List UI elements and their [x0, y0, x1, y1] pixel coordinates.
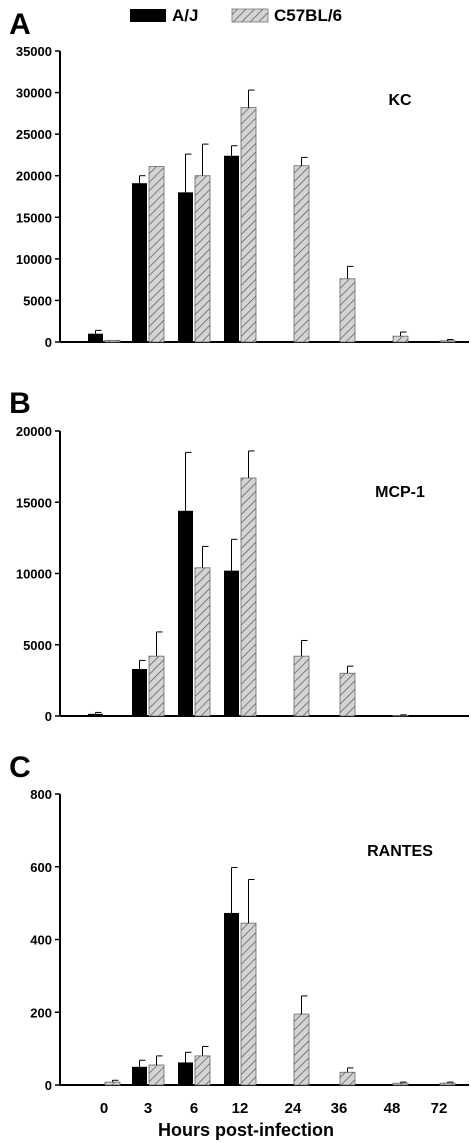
panel-letter: B	[9, 387, 31, 420]
panel-letter: C	[9, 751, 31, 784]
bar-aj	[178, 510, 193, 716]
x-tick-label: 6	[190, 1100, 198, 1117]
x-tick-label: 48	[384, 1100, 401, 1117]
y-tick-label: 200	[30, 1005, 52, 1020]
bar-c57bl6	[293, 165, 310, 343]
bar-c57bl6	[194, 1055, 211, 1086]
bar-c57bl6	[148, 1064, 165, 1086]
bar-c57bl6	[293, 1013, 310, 1086]
y-tick-label: 0	[45, 1078, 52, 1093]
y-tick-label: 15000	[16, 495, 52, 510]
bar-aj	[178, 1062, 193, 1085]
bar-aj	[224, 155, 239, 342]
bar-c57bl6	[439, 340, 456, 343]
y-tick-label: 600	[30, 860, 52, 875]
bar-aj	[224, 570, 239, 716]
y-tick-label: 15000	[16, 210, 52, 225]
x-tick-label: 12	[232, 1100, 249, 1117]
y-tick-label: 5000	[23, 293, 52, 308]
legend-label-aj: A/J	[172, 6, 198, 25]
y-tick-label: 30000	[16, 86, 52, 101]
bar-aj	[88, 713, 103, 716]
y-tick-label: 35000	[16, 44, 52, 59]
bar-c57bl6	[339, 1071, 356, 1086]
x-tick-label: 0	[100, 1100, 108, 1117]
y-tick-label: 0	[45, 335, 52, 350]
panel-title: MCP-1	[375, 484, 425, 501]
bar-c57bl6	[104, 1081, 121, 1086]
bar-c57bl6	[392, 335, 409, 343]
bar-c57bl6	[392, 1082, 409, 1086]
legend-swatch-aj	[130, 9, 166, 22]
bar-aj	[132, 1066, 147, 1085]
y-tick-label: 400	[30, 933, 52, 948]
bar-c57bl6	[293, 655, 310, 717]
y-tick-label: 0	[45, 709, 52, 724]
y-tick-label: 5000	[23, 638, 52, 653]
legend-swatch-c57	[231, 8, 269, 23]
bar-c57bl6	[240, 922, 257, 1086]
x-tick-label: 36	[331, 1100, 348, 1117]
bar-c57bl6	[148, 166, 165, 343]
bar-c57bl6	[194, 567, 211, 717]
bar-aj	[178, 192, 193, 342]
bar-aj	[132, 668, 147, 716]
x-tick-label: 72	[431, 1100, 448, 1117]
x-tick-label: 24	[285, 1100, 302, 1117]
bar-c57bl6	[439, 1082, 456, 1086]
bar-c57bl6	[339, 672, 356, 717]
panel-letter: A	[9, 8, 31, 41]
bar-c57bl6	[339, 278, 356, 343]
y-tick-label: 10000	[16, 252, 52, 267]
legend: A/J C57BL/6	[130, 6, 342, 25]
bar-aj	[224, 912, 239, 1085]
bar-c57bl6	[148, 655, 165, 717]
bar-c57bl6	[194, 175, 211, 343]
x-tick-label: 3	[144, 1100, 152, 1117]
bar-c57bl6	[240, 477, 257, 717]
panel-title: KC	[388, 92, 412, 109]
y-tick-label: 25000	[16, 127, 52, 142]
bar-aj	[132, 183, 147, 342]
y-tick-label: 20000	[16, 169, 52, 184]
legend-label-c57: C57BL/6	[274, 6, 342, 25]
panel-title: RANTES	[367, 843, 433, 860]
y-tick-label: 20000	[16, 424, 52, 439]
bar-c57bl6	[104, 339, 121, 343]
bar-aj	[88, 1084, 103, 1085]
bar-aj	[88, 333, 103, 342]
bar-c57bl6	[240, 107, 257, 343]
panel-kc: A KC 0 5000 10000 15000 20000 25000 30000 35000	[9, 8, 469, 350]
x-axis-label: Hours post-infection	[158, 1120, 334, 1140]
bar-c57bl6	[392, 715, 409, 717]
y-tick-label: 800	[30, 787, 52, 802]
y-tick-label: 10000	[16, 567, 52, 582]
panel-mcp1: B MCP-1 0 5000 10000 15000 20000	[9, 387, 469, 724]
